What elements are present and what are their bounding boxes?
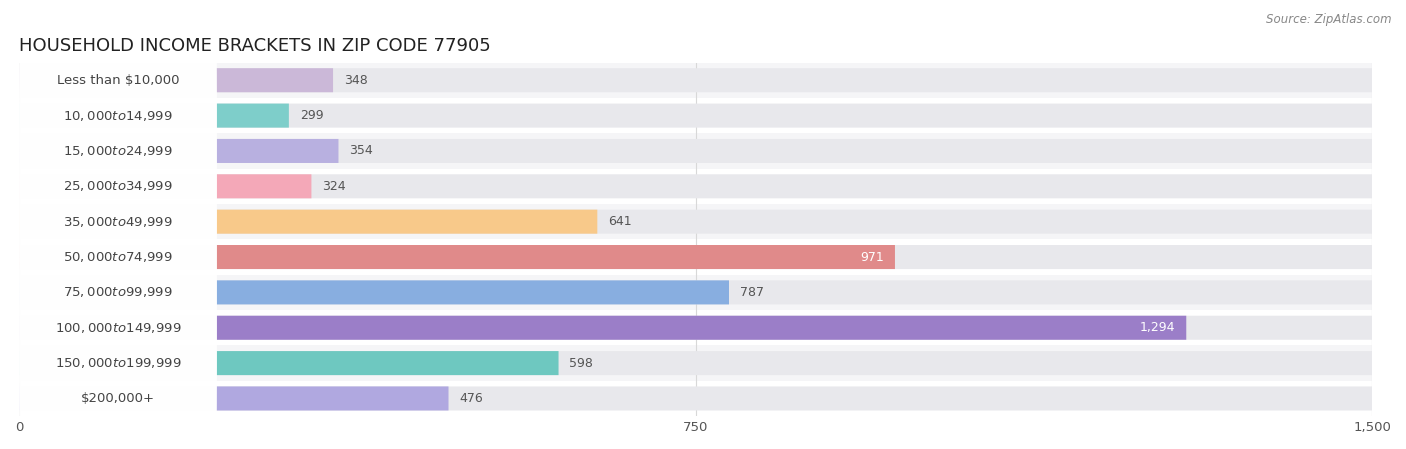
Text: 971: 971 <box>860 251 884 264</box>
FancyBboxPatch shape <box>20 71 217 231</box>
FancyBboxPatch shape <box>20 139 339 163</box>
Text: 476: 476 <box>460 392 484 405</box>
Bar <box>20 345 1372 381</box>
Bar <box>20 62 1372 98</box>
Text: $75,000 to $99,999: $75,000 to $99,999 <box>63 286 173 299</box>
Bar <box>20 204 1372 239</box>
Text: $50,000 to $74,999: $50,000 to $74,999 <box>63 250 173 264</box>
FancyBboxPatch shape <box>20 245 1372 269</box>
FancyBboxPatch shape <box>20 212 217 373</box>
Text: Less than $10,000: Less than $10,000 <box>56 74 179 87</box>
FancyBboxPatch shape <box>20 68 1372 92</box>
Text: 348: 348 <box>344 74 367 87</box>
FancyBboxPatch shape <box>20 139 1372 163</box>
Text: HOUSEHOLD INCOME BRACKETS IN ZIP CODE 77905: HOUSEHOLD INCOME BRACKETS IN ZIP CODE 77… <box>20 37 491 55</box>
FancyBboxPatch shape <box>20 0 217 160</box>
FancyBboxPatch shape <box>20 280 1372 304</box>
FancyBboxPatch shape <box>20 248 217 408</box>
FancyBboxPatch shape <box>20 174 1372 198</box>
Text: $100,000 to $149,999: $100,000 to $149,999 <box>55 321 181 335</box>
FancyBboxPatch shape <box>20 316 1372 340</box>
Text: 299: 299 <box>299 109 323 122</box>
Text: $200,000+: $200,000+ <box>82 392 155 405</box>
Text: 787: 787 <box>740 286 763 299</box>
FancyBboxPatch shape <box>20 387 449 410</box>
FancyBboxPatch shape <box>20 351 1372 375</box>
FancyBboxPatch shape <box>20 387 1372 410</box>
Text: Source: ZipAtlas.com: Source: ZipAtlas.com <box>1267 13 1392 26</box>
Text: $25,000 to $34,999: $25,000 to $34,999 <box>63 179 173 194</box>
FancyBboxPatch shape <box>20 283 217 443</box>
FancyBboxPatch shape <box>20 280 728 304</box>
Bar <box>20 98 1372 133</box>
Text: 354: 354 <box>349 145 373 158</box>
FancyBboxPatch shape <box>20 210 598 233</box>
Text: 641: 641 <box>609 215 631 228</box>
Text: $15,000 to $24,999: $15,000 to $24,999 <box>63 144 173 158</box>
FancyBboxPatch shape <box>20 68 333 92</box>
FancyBboxPatch shape <box>20 104 1372 128</box>
Text: $35,000 to $49,999: $35,000 to $49,999 <box>63 215 173 229</box>
FancyBboxPatch shape <box>20 318 217 449</box>
FancyBboxPatch shape <box>20 245 896 269</box>
FancyBboxPatch shape <box>20 316 1187 340</box>
FancyBboxPatch shape <box>20 351 558 375</box>
FancyBboxPatch shape <box>20 177 217 337</box>
Bar <box>20 381 1372 416</box>
Text: $10,000 to $14,999: $10,000 to $14,999 <box>63 109 173 123</box>
Bar <box>20 169 1372 204</box>
FancyBboxPatch shape <box>20 210 1372 233</box>
Bar <box>20 239 1372 275</box>
FancyBboxPatch shape <box>20 174 311 198</box>
FancyBboxPatch shape <box>20 141 217 302</box>
Text: 324: 324 <box>322 180 346 193</box>
Text: 1,294: 1,294 <box>1140 321 1175 334</box>
Bar <box>20 133 1372 169</box>
FancyBboxPatch shape <box>20 35 217 196</box>
FancyBboxPatch shape <box>20 104 288 128</box>
FancyBboxPatch shape <box>20 106 217 266</box>
Bar <box>20 275 1372 310</box>
Bar <box>20 310 1372 345</box>
Text: 598: 598 <box>569 357 593 370</box>
Text: $150,000 to $199,999: $150,000 to $199,999 <box>55 356 181 370</box>
